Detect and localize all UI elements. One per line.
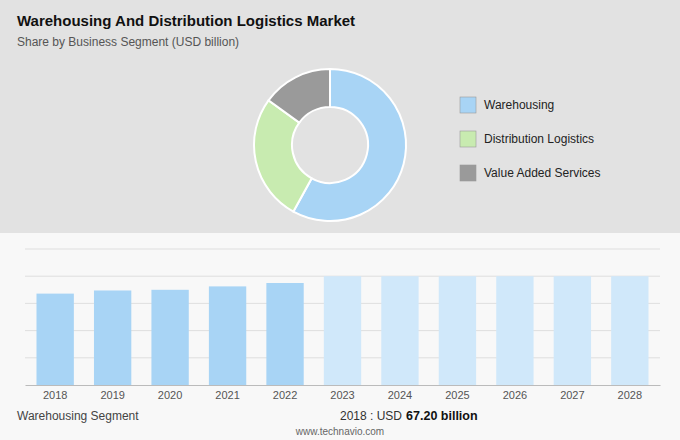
- bar: [554, 276, 591, 385]
- x-tick: 2025: [445, 385, 469, 401]
- x-tick: 2023: [330, 385, 354, 401]
- x-tick-label: 2027: [560, 389, 584, 401]
- bottom-panel-bg: [0, 233, 680, 440]
- legend-label: Warehousing: [484, 98, 554, 112]
- x-axis-line: [26, 385, 661, 386]
- bar: [496, 276, 533, 385]
- x-tick-label: 2020: [158, 389, 182, 401]
- donut-slice: [269, 69, 330, 123]
- x-tick: 2020: [158, 385, 182, 401]
- x-axis: 2018 2019 2020 2021 2022 2023 2024 2025 2026 2027…: [26, 385, 661, 401]
- x-tick-label: 2021: [215, 389, 239, 401]
- x-tick: 2021: [215, 385, 239, 401]
- x-tick-label: 2028: [618, 389, 642, 401]
- x-tick: 2024: [388, 385, 412, 401]
- x-tick: 2022: [273, 385, 297, 401]
- legend-swatch: [460, 131, 476, 147]
- legend-label: Value Added Services: [484, 166, 601, 180]
- bar: [611, 276, 648, 385]
- bar: [324, 276, 361, 385]
- footer-url: www.technavio.com: [295, 426, 384, 437]
- footer-left: Warehousing Segment: [17, 409, 139, 423]
- top-panel-bg: [0, 0, 680, 233]
- bar: [36, 294, 73, 385]
- bar: [381, 276, 418, 385]
- x-tick: 2026: [503, 385, 527, 401]
- x-tick: 2019: [100, 385, 124, 401]
- legend: Warehousing Distribution Logistics Value A…: [460, 97, 601, 181]
- x-tick-label: 2025: [445, 389, 469, 401]
- bar: [209, 286, 246, 385]
- chart-root: Warehousing And Distribution Logistics M…: [0, 0, 680, 440]
- footer-right: 2018 : USD: [340, 409, 402, 423]
- bar: [94, 290, 131, 385]
- bar: [266, 283, 303, 385]
- x-tick: 2028: [618, 385, 642, 401]
- x-tick-label: 2019: [100, 389, 124, 401]
- bars: [36, 276, 648, 385]
- x-tick-label: 2022: [273, 389, 297, 401]
- x-tick-label: 2024: [388, 389, 412, 401]
- bar: [151, 290, 188, 385]
- grid-line: [25, 249, 660, 250]
- x-tick: 2018: [43, 385, 67, 401]
- x-tick-label: 2018: [43, 389, 67, 401]
- x-tick: 2027: [560, 385, 584, 401]
- x-tick-label: 2026: [503, 389, 527, 401]
- title: Warehousing And Distribution Logistics M…: [17, 12, 355, 29]
- subtitle: Share by Business Segment (USD billion): [17, 35, 239, 49]
- legend-swatch: [460, 165, 476, 181]
- bar: [439, 276, 476, 385]
- footer-right-bold: 67.20 billion: [406, 409, 478, 423]
- legend-label: Distribution Logistics: [484, 132, 594, 146]
- legend-swatch: [460, 97, 476, 113]
- donut: [254, 69, 406, 221]
- x-tick-label: 2023: [330, 389, 354, 401]
